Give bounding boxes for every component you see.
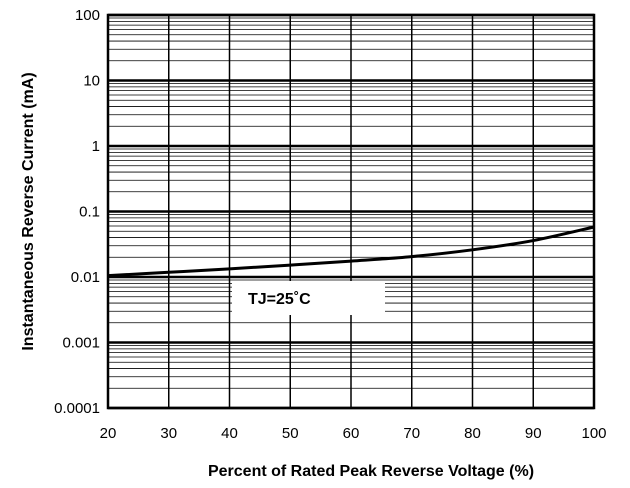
x-tick-label: 60 [343,425,360,442]
y-tick-label: 0.1 [79,204,100,221]
x-tick-labels: 20 30 40 50 60 70 80 90 100 [100,425,607,442]
y-tick-label: 10 [83,73,100,90]
x-tick-label: 80 [464,425,481,442]
plot-frame [106,13,596,410]
annotation-background [232,281,385,315]
y-tick-label: 100 [75,7,100,24]
x-tick-label: 30 [160,425,177,442]
y-tick-label: 0.01 [71,269,100,286]
x-tick-label: 50 [282,425,299,442]
annotation-tj: TJ=25˚C [248,291,311,308]
y-axis-title: Instantaneous Reverse Current (mA) [20,72,37,350]
y-tick-label: 1 [92,138,100,155]
x-tick-label: 90 [525,425,542,442]
series-line [107,225,595,278]
grid [106,13,596,410]
y-tick-label: 0.001 [62,335,100,352]
y-tick-label: 0.0001 [54,400,100,417]
x-tick-label: 20 [100,425,117,442]
x-tick-label: 70 [403,425,420,442]
x-tick-label: 40 [221,425,238,442]
x-axis-title: Percent of Rated Peak Reverse Voltage (%… [208,463,534,480]
y-tick-labels: 100 10 1 0.1 0.01 0.001 0.0001 [54,7,100,417]
x-tick-label: 100 [581,425,606,442]
